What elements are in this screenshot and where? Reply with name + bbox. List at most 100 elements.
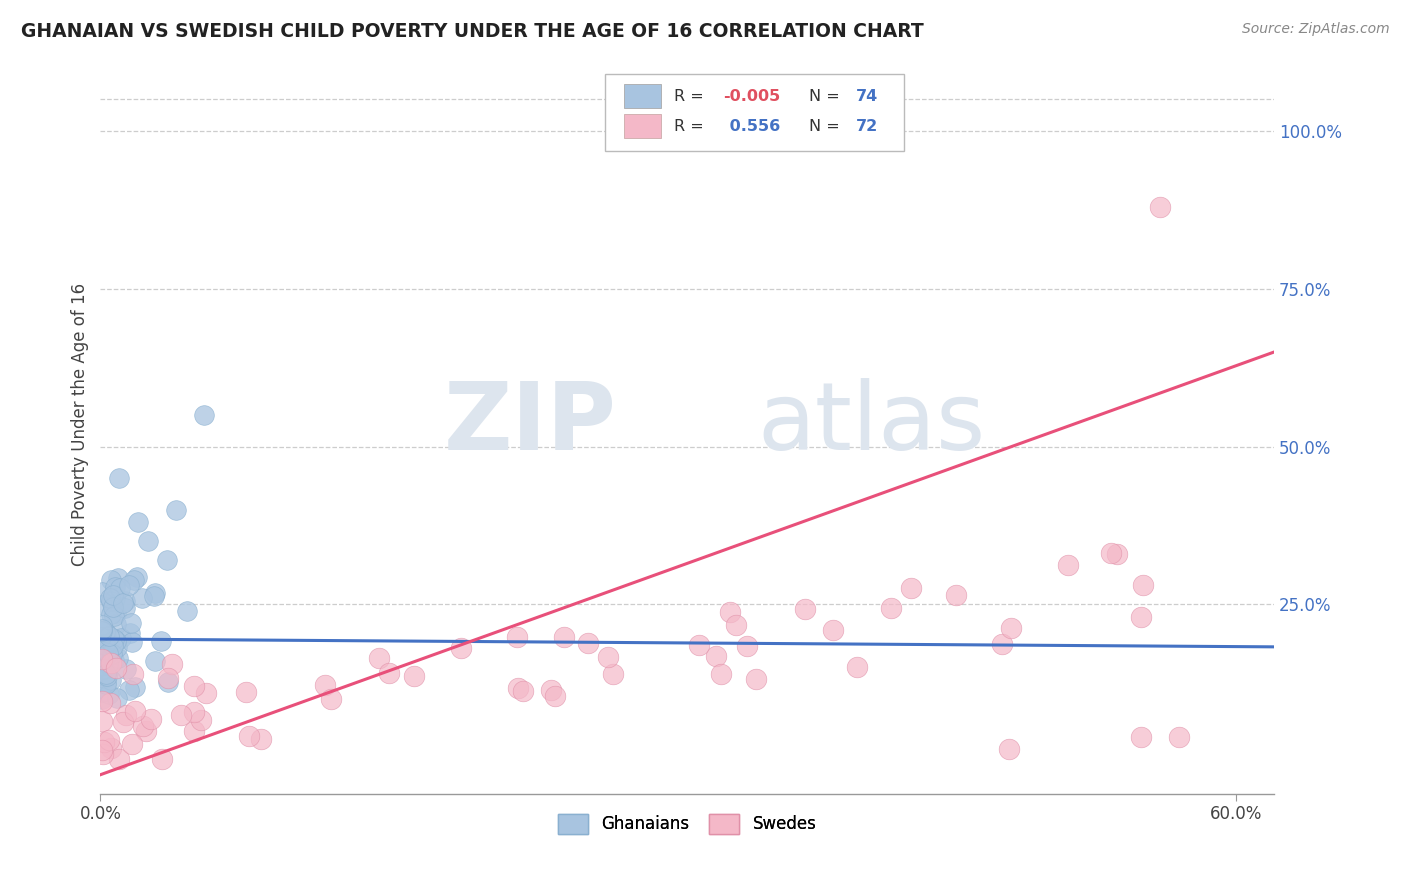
Point	[94, 675, 117, 690]
Point	[118, 578, 141, 592]
FancyBboxPatch shape	[624, 84, 661, 108]
Point	[121, 635, 143, 649]
Point	[124, 704, 146, 718]
Point	[1057, 558, 1080, 573]
Point	[724, 618, 747, 632]
Point	[152, 752, 174, 766]
Point	[94, 625, 117, 640]
Point	[900, 582, 922, 596]
Point	[93, 671, 115, 685]
Point	[100, 656, 122, 670]
Point	[90, 624, 112, 638]
Legend: Ghanaians, Swedes: Ghanaians, Swedes	[551, 807, 823, 841]
Point	[97, 646, 120, 660]
Point	[108, 471, 131, 485]
Point	[91, 694, 114, 708]
Point	[131, 719, 153, 733]
Point	[101, 588, 124, 602]
Point	[103, 653, 125, 667]
Point	[97, 632, 120, 647]
Point	[235, 685, 257, 699]
Point	[120, 616, 142, 631]
Point	[404, 669, 426, 683]
Point	[378, 665, 401, 680]
Point	[115, 662, 138, 676]
Point	[157, 671, 180, 685]
FancyBboxPatch shape	[624, 114, 661, 137]
Point	[135, 723, 157, 738]
FancyBboxPatch shape	[605, 74, 904, 151]
Point	[846, 660, 869, 674]
Point	[100, 607, 122, 621]
Point	[90, 617, 112, 632]
Text: R =: R =	[675, 119, 709, 134]
Point	[118, 625, 141, 640]
Point	[101, 639, 124, 653]
Text: 74: 74	[856, 88, 879, 103]
Point	[143, 586, 166, 600]
Point	[139, 712, 162, 726]
Point	[101, 600, 124, 615]
Point	[98, 629, 121, 643]
Point	[105, 606, 128, 620]
Point	[96, 648, 118, 663]
Point	[190, 713, 212, 727]
Point	[97, 657, 120, 671]
Point	[193, 408, 215, 422]
Point	[880, 601, 903, 615]
Point	[108, 582, 131, 596]
Point	[710, 666, 733, 681]
Point	[118, 683, 141, 698]
Point	[105, 661, 128, 675]
Point	[97, 733, 120, 747]
Point	[450, 641, 472, 656]
Point	[91, 714, 114, 728]
Point	[990, 636, 1012, 650]
Point	[100, 573, 122, 587]
Point	[1168, 730, 1191, 744]
Point	[114, 601, 136, 615]
Point	[598, 649, 620, 664]
Point	[131, 591, 153, 605]
Point	[745, 672, 768, 686]
Point	[506, 630, 529, 644]
Point	[1132, 578, 1154, 592]
Point	[127, 515, 149, 529]
Point	[718, 605, 741, 619]
Point	[688, 638, 710, 652]
Point	[103, 632, 125, 646]
Point	[176, 604, 198, 618]
Point	[105, 691, 128, 706]
Point	[94, 638, 117, 652]
Point	[104, 580, 127, 594]
Point	[1149, 200, 1171, 214]
Point	[578, 636, 600, 650]
Point	[103, 608, 125, 623]
Point	[112, 596, 135, 610]
Point	[162, 657, 184, 671]
Point	[121, 737, 143, 751]
Text: 72: 72	[856, 119, 879, 134]
Point	[91, 747, 114, 761]
Point	[112, 714, 135, 729]
Text: R =: R =	[675, 88, 709, 103]
Point	[91, 685, 114, 699]
Point	[91, 662, 114, 676]
Point	[143, 654, 166, 668]
Point	[367, 650, 389, 665]
Point	[94, 666, 117, 681]
Point	[105, 640, 128, 654]
Point	[114, 594, 136, 608]
Point	[90, 630, 112, 644]
Point	[107, 571, 129, 585]
Point	[100, 741, 122, 756]
Point	[110, 631, 132, 645]
Point	[155, 553, 177, 567]
Point	[104, 591, 127, 606]
Point	[100, 593, 122, 607]
Point	[540, 683, 562, 698]
Point	[238, 729, 260, 743]
Text: atlas: atlas	[758, 378, 986, 470]
Point	[104, 633, 127, 648]
Point	[96, 653, 118, 667]
